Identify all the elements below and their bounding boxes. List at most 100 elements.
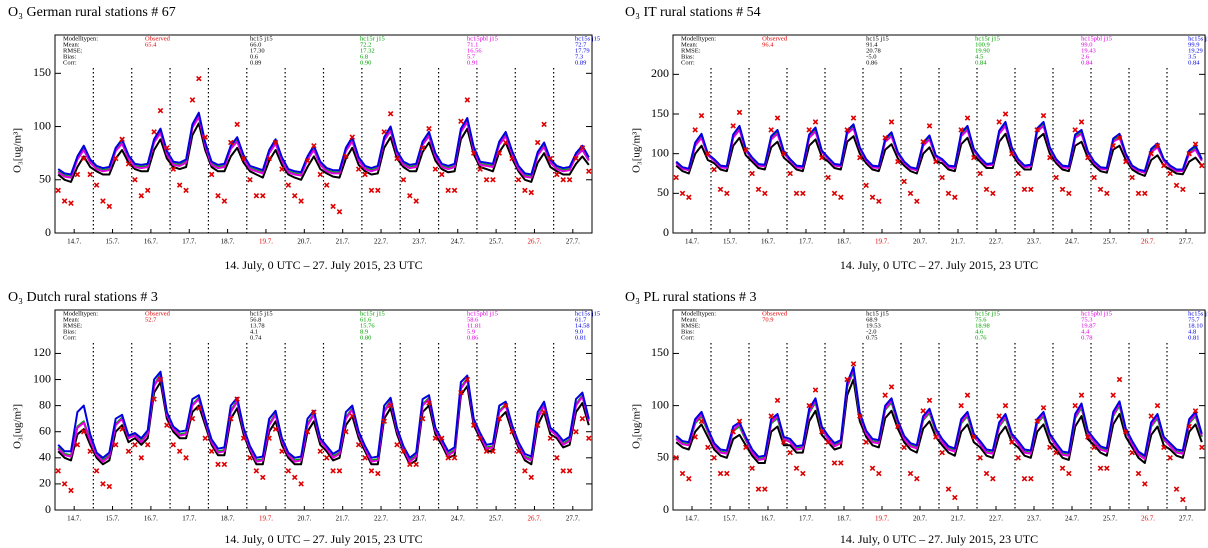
stat-value: 4.8 xyxy=(1188,328,1196,335)
y-axis-label: O₃[ug/m³] xyxy=(631,404,643,449)
plot-frame xyxy=(672,309,1206,511)
observed-marker xyxy=(368,468,375,474)
observed-marker xyxy=(1040,112,1047,119)
observed-marker xyxy=(522,187,528,194)
observed-marker xyxy=(151,129,157,135)
stat-header: hc15r j15 xyxy=(360,35,385,42)
observed-marker xyxy=(541,121,547,128)
observed-marker xyxy=(240,435,247,442)
x-axis-label: 14. July, 0 UTC – 27. July 2015, 23 UTC xyxy=(224,532,422,546)
observed-marker xyxy=(1085,154,1091,161)
y-axis-label: O₃[ug/m³] xyxy=(631,128,643,173)
observed-marker xyxy=(844,127,850,133)
stat-value: 72.7 xyxy=(575,41,587,48)
model-line xyxy=(675,366,1203,458)
model-line xyxy=(57,111,590,176)
stat-value: 20.78 xyxy=(866,47,881,54)
observed-marker xyxy=(413,198,419,204)
observed-marker xyxy=(1015,170,1021,177)
observed-marker xyxy=(496,415,503,422)
stat-value: 4.1 xyxy=(250,328,258,335)
stat-value: 9.0 xyxy=(575,328,583,335)
observed-marker xyxy=(100,481,106,487)
observed-marker xyxy=(464,97,471,103)
observed-marker xyxy=(926,397,933,404)
observed-marker xyxy=(279,166,285,172)
x-tick-label: 27.7. xyxy=(566,515,580,523)
stat-header: Observed xyxy=(145,310,171,317)
y-tick-label: 150 xyxy=(651,345,669,359)
observed-marker xyxy=(1199,162,1205,169)
observed-marker xyxy=(1167,455,1173,461)
observed-marker xyxy=(1148,150,1154,157)
observed-marker xyxy=(850,115,857,121)
observed-marker xyxy=(196,405,202,411)
stat-value: 71.1 xyxy=(467,41,478,48)
observed-marker xyxy=(362,455,368,461)
observed-marker xyxy=(330,203,336,210)
observed-marker xyxy=(215,192,221,199)
observed-marker xyxy=(221,198,228,204)
observed-marker xyxy=(1110,392,1116,398)
observed-marker xyxy=(1199,444,1205,451)
observed-marker xyxy=(857,154,863,161)
stat-value: 4.6 xyxy=(975,328,984,335)
observed-marker xyxy=(586,435,592,442)
observed-marker xyxy=(253,192,260,199)
stat-value: -5.0 xyxy=(866,53,876,60)
observed-marker xyxy=(208,171,215,178)
observed-marker xyxy=(132,442,138,448)
x-axis-label: 14. July, 0 UTC – 27. July 2015, 23 UTC xyxy=(840,258,1038,272)
observed-marker xyxy=(1047,444,1053,451)
observed-marker xyxy=(439,435,445,442)
observed-marker xyxy=(74,171,81,178)
observed-marker xyxy=(774,397,781,404)
observed-marker xyxy=(952,494,958,501)
observed-marker xyxy=(1009,150,1015,157)
stat-value: 61.6 xyxy=(360,316,372,323)
observed-marker xyxy=(1180,496,1186,503)
observed-marker xyxy=(317,448,324,455)
x-tick-label: 19.7. xyxy=(875,238,889,246)
observed-marker xyxy=(112,155,119,162)
observed-marker xyxy=(419,145,426,151)
stat-value: -2.0 xyxy=(866,328,876,335)
observed-marker xyxy=(394,155,400,162)
observed-marker xyxy=(573,155,579,162)
observed-marker xyxy=(907,470,914,477)
model-line xyxy=(675,124,1203,174)
y-tick-label: 0 xyxy=(45,225,51,239)
plot-frame xyxy=(54,34,593,234)
y-tick-label: 200 xyxy=(651,66,669,80)
observed-marker xyxy=(426,125,432,132)
observed-marker xyxy=(920,408,926,414)
observed-marker xyxy=(502,139,509,146)
observed-marker xyxy=(119,426,125,432)
stat-value: 14.58 xyxy=(575,322,590,329)
observed-marker xyxy=(291,192,298,199)
observed-marker xyxy=(375,187,381,194)
x-tick-label: 23.7. xyxy=(1027,238,1041,246)
observed-marker xyxy=(547,435,554,442)
x-tick-label: 15.7. xyxy=(106,515,120,523)
stat-value: 0.6 xyxy=(250,53,259,60)
x-tick-label: 17.7. xyxy=(799,238,813,246)
x-tick-label: 23.7. xyxy=(412,515,426,523)
y-tick-label: 100 xyxy=(33,118,51,132)
observed-marker xyxy=(1104,190,1110,197)
observed-marker xyxy=(888,119,895,125)
stat-header: hc15pbl j15 xyxy=(1081,35,1112,42)
y-tick-label: 120 xyxy=(33,345,51,359)
observed-marker xyxy=(266,155,272,162)
stat-value: 0.80 xyxy=(360,334,371,341)
x-tick-label: 17.7. xyxy=(182,238,196,246)
chart-title: O₃ German rural stations # 67 xyxy=(8,5,176,20)
observed-marker xyxy=(914,198,920,205)
stat-value: 72.2 xyxy=(360,41,371,48)
stat-header: Observed xyxy=(762,35,788,42)
observed-marker xyxy=(825,174,831,181)
observed-marker xyxy=(253,468,260,474)
x-tick-label: 26.7. xyxy=(1141,515,1155,523)
observed-marker xyxy=(183,455,189,461)
observed-marker xyxy=(381,129,387,135)
